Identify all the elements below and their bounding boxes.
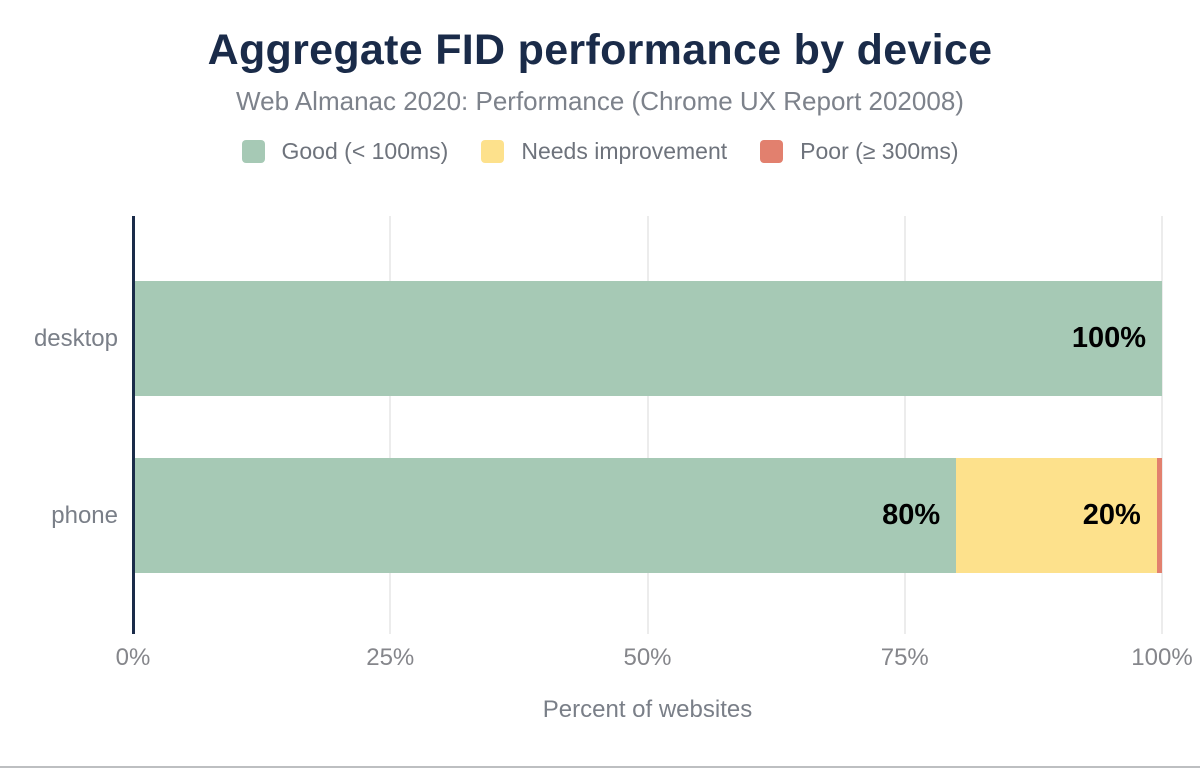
x-axis-title: Percent of websites bbox=[542, 696, 753, 723]
legend-swatch-good bbox=[241, 140, 265, 163]
x-tick-100: 100% bbox=[1131, 644, 1193, 671]
legend-item-poor: Poor (≥ 300ms) bbox=[760, 138, 959, 165]
legend: Good (< 100ms) Needs improvement Poor (≥… bbox=[0, 138, 1200, 165]
x-tick-0: 0% bbox=[115, 644, 151, 671]
chart-title: Aggregate FID performance by device bbox=[207, 26, 993, 74]
bar-segment-desktop: 100% bbox=[133, 281, 1162, 396]
legend-item-needs-improvement: Needs improvement bbox=[481, 138, 727, 165]
gridline-75 bbox=[903, 216, 906, 634]
y-axis-line bbox=[132, 216, 135, 634]
legend-label-good: Good (< 100ms) bbox=[281, 138, 449, 164]
bar-segment-phone bbox=[1156, 458, 1162, 573]
plot-area: 100% 80% 20% bbox=[133, 216, 1163, 634]
legend-label-needs-improvement: Needs improvement bbox=[521, 138, 728, 164]
legend-swatch-needs-improvement bbox=[481, 140, 505, 163]
gridline-50 bbox=[646, 216, 649, 634]
legend-item-good: Good (< 100ms) bbox=[241, 138, 449, 165]
bar-value-label: 80% bbox=[882, 499, 941, 531]
x-tick-75: 75% bbox=[880, 644, 929, 671]
bar-segment-phone: 20% bbox=[956, 458, 1157, 573]
bar-row-phone: 80% 20% bbox=[133, 458, 1162, 573]
gridline-25 bbox=[389, 216, 392, 634]
x-axis-ticks: 0% 25% 50% 75% 100% bbox=[116, 644, 1193, 676]
bar-segment-phone: 80% bbox=[133, 458, 957, 573]
bar-value-label: 100% bbox=[1071, 322, 1146, 354]
x-tick-50: 50% bbox=[623, 644, 672, 671]
y-axis-label-desktop: desktop bbox=[33, 324, 118, 352]
legend-label-poor: Poor (≥ 300ms) bbox=[800, 138, 959, 164]
bar-row-desktop: 100% bbox=[133, 281, 1162, 396]
chart-region: 100% 80% 20% 0% 25% 50% 75% 100% Percent of we… bbox=[0, 216, 1200, 768]
y-axis-label-phone: phone bbox=[51, 501, 118, 529]
gridline-100 bbox=[1161, 216, 1163, 634]
chart-subtitle: Web Almanac 2020: Performance (Chrome UX… bbox=[236, 86, 964, 116]
x-tick-25: 25% bbox=[366, 644, 415, 671]
bar-value-label: 20% bbox=[1082, 499, 1141, 531]
legend-swatch-poor bbox=[760, 140, 784, 163]
